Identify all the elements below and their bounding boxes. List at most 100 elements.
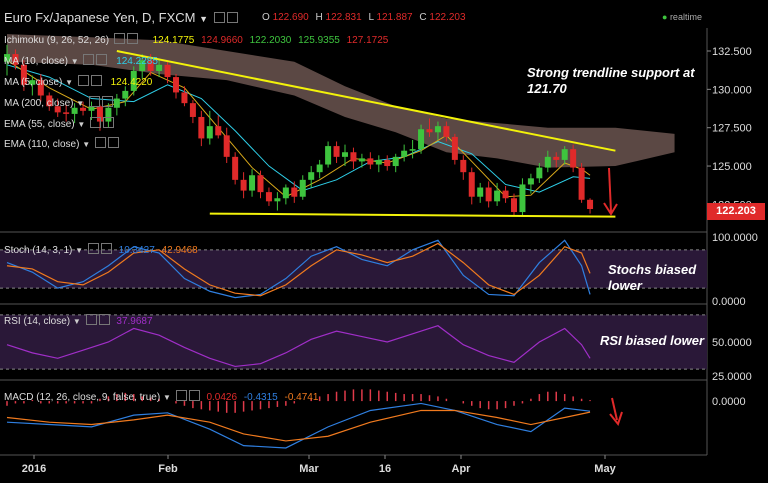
ma200-settings-icon[interactable] bbox=[101, 96, 113, 107]
ma200-legend[interactable]: MA (200, close) ▼ bbox=[4, 96, 113, 110]
last-price-tag: 122.203 bbox=[707, 203, 765, 220]
stoch-d-value: 42.9468 bbox=[161, 245, 198, 256]
ichimoku-cloud bbox=[7, 34, 675, 168]
candle-body bbox=[587, 199, 594, 209]
ema110-legend[interactable]: EMA (110, close) ▼ bbox=[4, 137, 119, 151]
candle-body bbox=[130, 70, 137, 91]
candle-body bbox=[20, 64, 27, 85]
macd-dropdown-icon[interactable]: ▼ bbox=[162, 393, 171, 402]
candle-body bbox=[358, 158, 365, 162]
candle-body bbox=[37, 80, 44, 96]
settings-icon[interactable] bbox=[226, 12, 238, 23]
macd-hide-icon[interactable] bbox=[175, 390, 187, 401]
rsi-value: 37.9687 bbox=[116, 316, 153, 327]
ma5-hide-icon[interactable] bbox=[77, 75, 89, 86]
chart-title[interactable]: Euro Fx/Japanese Yen, D, FXCM ▼ bbox=[4, 10, 238, 25]
ma5-legend[interactable]: MA (5, close) ▼ 124.4220 bbox=[4, 75, 152, 89]
time-tick-label: May bbox=[594, 463, 616, 475]
ema110-label: EMA (110, close) bbox=[4, 139, 80, 150]
ma200-dropdown-icon[interactable]: ▼ bbox=[76, 99, 85, 108]
macd-arrow-head bbox=[609, 411, 623, 427]
ema110-dropdown-icon[interactable]: ▼ bbox=[82, 140, 91, 149]
candle-body bbox=[46, 95, 53, 107]
ma10-hide-icon[interactable] bbox=[83, 54, 95, 65]
stoch-legend[interactable]: Stoch (14, 3, 1) ▼ 10.3427 42.9468 bbox=[4, 243, 198, 257]
ema55-settings-icon[interactable] bbox=[103, 117, 115, 128]
stoch-d-line bbox=[6, 242, 591, 297]
macd-hist-value: 0.0426 bbox=[206, 392, 238, 403]
candle-body bbox=[12, 54, 19, 65]
candle-body bbox=[274, 198, 281, 202]
ichimoku-settings-icon[interactable] bbox=[126, 33, 138, 44]
ma5-label: MA (5, close) bbox=[4, 77, 63, 88]
candle-body bbox=[418, 129, 425, 150]
rsi-line bbox=[6, 325, 591, 368]
candle-body bbox=[105, 107, 112, 122]
ma200-hide-icon[interactable] bbox=[88, 96, 100, 107]
ma10-legend[interactable]: MA (10, close) ▼ 124.2285 bbox=[4, 54, 158, 68]
candle-body bbox=[147, 60, 154, 71]
candle-body bbox=[502, 190, 509, 199]
rsi-hide-icon[interactable] bbox=[85, 314, 97, 325]
ichimoku-legend[interactable]: Ichimoku (9, 26, 52, 26) 124.1775 124.96… bbox=[4, 33, 388, 47]
candle-body bbox=[164, 64, 171, 78]
ohlc-readout: O 122.690 H 122.831 L 121.887 C 122.203 bbox=[262, 12, 466, 23]
candle-body bbox=[282, 187, 289, 199]
ma10-dropdown-icon[interactable]: ▼ bbox=[70, 57, 79, 66]
candle-body bbox=[181, 92, 188, 104]
ichimoku-value-5: 127.1725 bbox=[346, 35, 389, 46]
close-label: C bbox=[419, 12, 427, 23]
bearish-arrow-head bbox=[603, 202, 618, 216]
rsi-dropdown-icon[interactable]: ▼ bbox=[72, 317, 81, 326]
macd-settings-icon[interactable] bbox=[188, 390, 200, 401]
candle-body bbox=[173, 77, 179, 93]
candle-body bbox=[71, 107, 78, 114]
candle-body bbox=[299, 179, 306, 197]
rsi-label: RSI (14, close) bbox=[4, 316, 71, 327]
hide-icon[interactable] bbox=[213, 12, 225, 23]
trendline-annotation: Strong trendline support at 121.70 bbox=[527, 65, 695, 96]
rsi-legend[interactable]: RSI (14, close) ▼ 37.9687 bbox=[4, 314, 153, 328]
candle-body bbox=[189, 103, 196, 117]
candle-body bbox=[206, 126, 213, 139]
candle-body bbox=[342, 152, 348, 157]
candle-body bbox=[443, 126, 450, 137]
macd-signal-line bbox=[6, 409, 591, 442]
ema110-hide-icon[interactable] bbox=[94, 137, 106, 148]
ma10-settings-icon[interactable] bbox=[96, 54, 108, 65]
candle-body bbox=[316, 164, 323, 173]
bearish-arrow-shaft bbox=[608, 167, 612, 213]
realtime-text: realtime bbox=[669, 12, 702, 22]
stoch-dropdown-icon[interactable]: ▼ bbox=[75, 246, 84, 255]
ichimoku-hide-icon[interactable] bbox=[113, 33, 125, 44]
ichimoku-value-4: 125.9355 bbox=[298, 35, 340, 46]
candle-body bbox=[350, 152, 357, 162]
stoch-hide-icon[interactable] bbox=[87, 243, 99, 254]
stoch-settings-icon[interactable] bbox=[100, 243, 112, 254]
open-label: O bbox=[262, 12, 270, 23]
ema55-legend[interactable]: EMA (55, close) ▼ bbox=[4, 117, 115, 131]
ma5-dropdown-icon[interactable]: ▼ bbox=[65, 78, 74, 87]
stoch-tick-label: 0.0000 bbox=[712, 296, 746, 308]
ema110-settings-icon[interactable] bbox=[107, 137, 119, 148]
candle-body bbox=[384, 159, 391, 167]
ema55-dropdown-icon[interactable]: ▼ bbox=[77, 120, 86, 129]
candle-body bbox=[139, 60, 146, 71]
ma5-settings-icon[interactable] bbox=[90, 75, 102, 86]
symbol-dropdown-icon[interactable]: ▼ bbox=[199, 14, 209, 24]
rsi-tick-label: 25.0000 bbox=[712, 371, 752, 383]
stoch-annotation: Stochs biased lower bbox=[608, 262, 697, 293]
candle-body bbox=[198, 116, 205, 139]
ema55-hide-icon[interactable] bbox=[90, 117, 102, 128]
time-tick-label: Mar bbox=[299, 463, 319, 475]
ma10-value: 124.2285 bbox=[116, 56, 158, 67]
candle-body bbox=[477, 187, 484, 197]
rsi-settings-icon[interactable] bbox=[98, 314, 110, 325]
time-tick-label: 2016 bbox=[22, 463, 46, 475]
macd-legend[interactable]: MACD (12, 26, close, 9, false, true) ▼ 0… bbox=[4, 390, 318, 404]
rsi-band bbox=[0, 314, 707, 370]
candle-body bbox=[325, 146, 332, 165]
candle-body bbox=[375, 159, 382, 165]
